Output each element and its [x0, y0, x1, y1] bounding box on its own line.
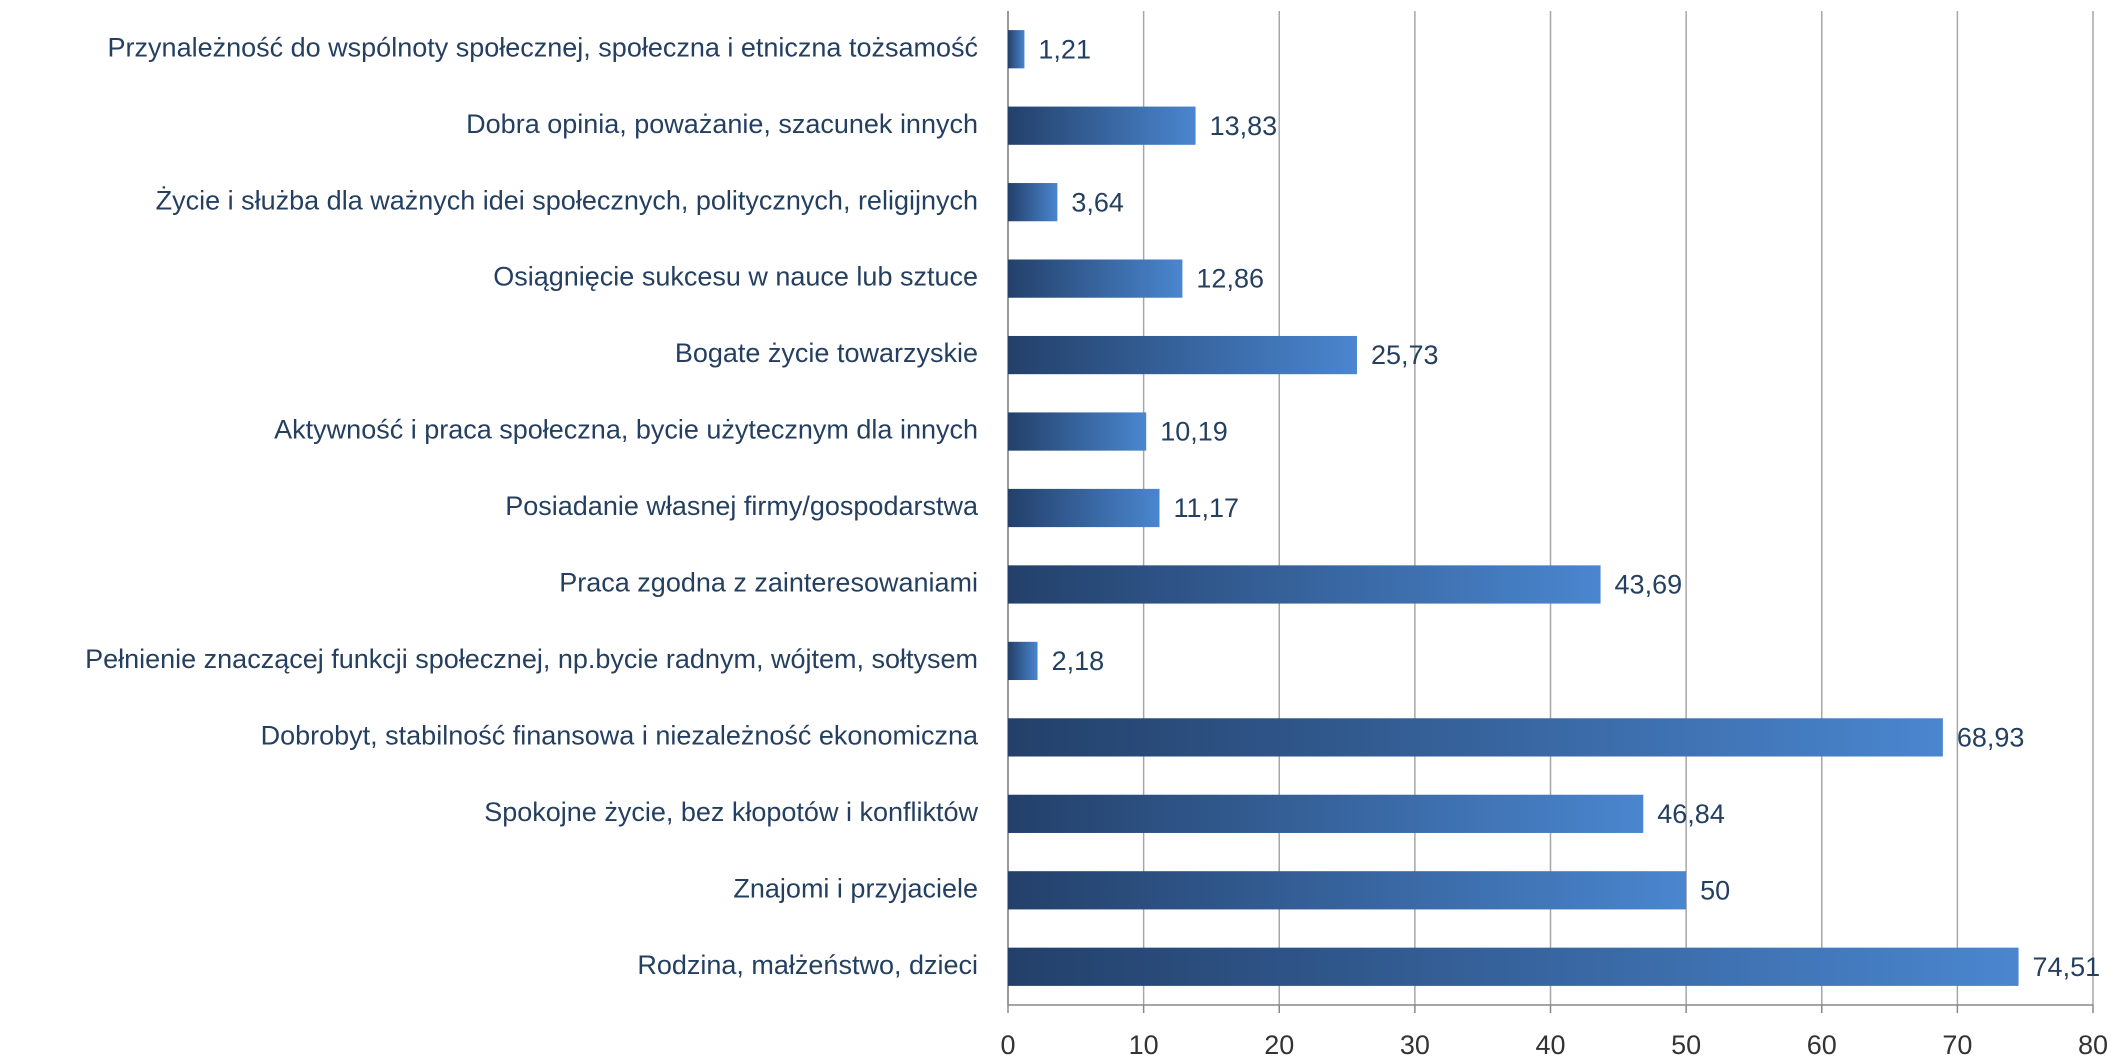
y-tick-label: Spokojne życie, bez kłopotów i konfliktó…	[484, 797, 978, 827]
bar	[1008, 718, 1943, 757]
y-tick-label: Praca zgodna z zainteresowaniami	[559, 568, 978, 598]
x-tick-label: 50	[1671, 1030, 1701, 1060]
x-tick-label: 30	[1400, 1030, 1430, 1060]
x-tick-label: 10	[1129, 1030, 1159, 1060]
y-tick-label: Osiągnięcie sukcesu w nauce lub sztuce	[493, 262, 978, 292]
x-tick-label: 60	[1807, 1030, 1837, 1060]
y-tick-label: Życie i służba dla ważnych idei społeczn…	[156, 184, 978, 215]
value-label: 74,51	[2033, 952, 2101, 982]
x-tick-label: 80	[2078, 1030, 2108, 1060]
value-label: 1,21	[1038, 34, 1091, 64]
y-tick-label: Aktywność i praca społeczna, bycie użyte…	[274, 415, 978, 445]
bar	[1008, 565, 1601, 604]
bar	[1008, 335, 1357, 375]
x-tick-label: 0	[1000, 1030, 1015, 1060]
y-tick-label: Znajomi i przyjaciele	[733, 873, 978, 903]
bar	[1008, 947, 2019, 986]
bar	[1008, 106, 1196, 145]
y-tick-label: Dobrobyt, stabilność finansowa i niezale…	[261, 721, 979, 751]
y-tick-label: Pełnienie znaczącej funkcji społecznej, …	[85, 644, 978, 674]
value-label: 10,19	[1160, 417, 1228, 447]
bar	[1008, 30, 1025, 69]
x-tick-label: 40	[1535, 1030, 1565, 1060]
bar	[1008, 794, 1644, 833]
y-tick-label: Przynależność do wspólnoty społecznej, s…	[108, 32, 978, 62]
value-label: 13,83	[1210, 111, 1278, 141]
y-tick-label: Posiadanie własnej firmy/gospodarstwa	[505, 491, 979, 521]
y-tick-label: Rodzina, małżeństwo, dzieci	[637, 950, 978, 980]
value-label: 43,69	[1615, 570, 1683, 600]
x-tick-label: 70	[1942, 1030, 1972, 1060]
bar	[1008, 412, 1147, 451]
bar	[1008, 871, 1687, 910]
bar	[1008, 488, 1160, 528]
value-label: 25,73	[1371, 340, 1439, 370]
x-tick-label: 20	[1264, 1030, 1294, 1060]
bar	[1008, 641, 1038, 681]
value-label: 11,17	[1173, 493, 1239, 523]
value-label: 68,93	[1957, 723, 2025, 753]
bar	[1008, 259, 1183, 298]
value-label: 2,18	[1052, 646, 1105, 676]
value-label: 12,86	[1196, 264, 1264, 294]
bar	[1008, 183, 1058, 222]
value-label: 46,84	[1657, 799, 1725, 829]
y-tick-label: Bogate życie towarzyskie	[675, 338, 978, 368]
value-label: 50	[1700, 875, 1730, 905]
y-tick-label: Dobra opinia, poważanie, szacunek innych	[466, 109, 978, 139]
value-label: 3,64	[1071, 187, 1124, 217]
